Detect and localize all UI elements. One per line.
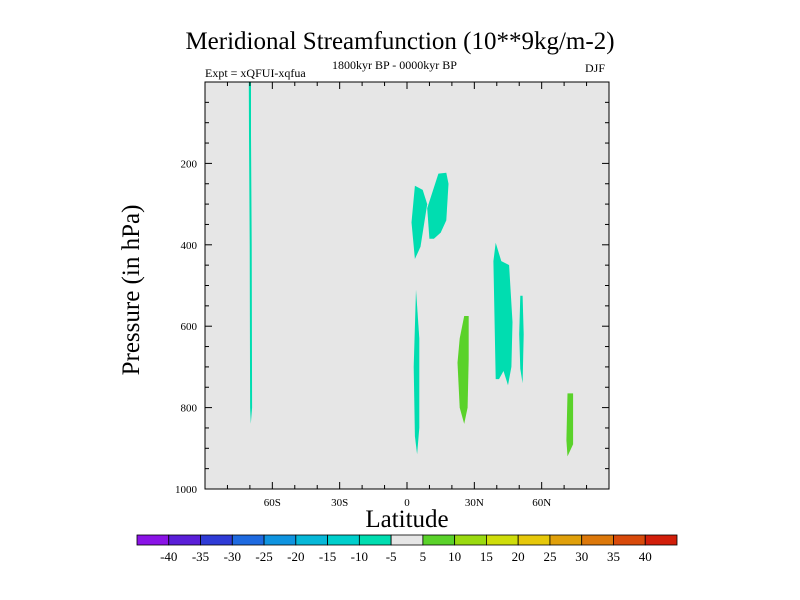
y-tick-label: 200 — [181, 158, 198, 170]
colorbar-swatch — [168, 534, 201, 546]
period-label: 1800kyr BP - 0000kyr BP — [332, 58, 457, 72]
y-tick-label: 1000 — [175, 484, 198, 496]
experiment-label: Expt = xQFUI-xqfua — [205, 66, 306, 80]
colorbar-swatch — [231, 534, 265, 546]
colorbar-label: 35 — [607, 549, 620, 564]
colorbar-label: -20 — [287, 549, 304, 564]
colorbar-swatch — [454, 534, 487, 546]
colorbar-swatch — [581, 534, 614, 546]
season-label: DJF — [585, 61, 606, 75]
x-axis-label: Latitude — [365, 506, 449, 533]
colorbar-label: -5 — [386, 549, 397, 564]
colorbar-label: 5 — [420, 549, 427, 564]
cyan-region-3 — [427, 172, 449, 239]
green-region-2 — [566, 393, 574, 457]
colorbar-label: -30 — [224, 549, 241, 564]
x-tick-label: 0 — [404, 497, 410, 509]
colorbar-swatch — [549, 534, 583, 546]
colorbar-label: 25 — [543, 549, 556, 564]
green-region-1 — [457, 316, 469, 424]
cyan-region-4 — [413, 289, 420, 455]
colorbar-label: 10 — [448, 549, 461, 564]
colorbar-label: -40 — [160, 549, 177, 564]
x-tick-label: 60S — [264, 497, 281, 509]
colorbar-label: -25 — [255, 549, 272, 564]
colorbar-swatch — [486, 534, 519, 546]
colorbar-label: -35 — [192, 549, 209, 564]
colorbar-swatch — [136, 534, 170, 546]
colorbar-swatch — [295, 534, 328, 546]
colorbar-label: -15 — [319, 549, 336, 564]
colorbar-label: 20 — [512, 549, 525, 564]
colorbar-swatch — [327, 534, 360, 546]
colorbar-swatch — [644, 534, 678, 546]
colorbar-swatch — [358, 534, 392, 546]
x-tick-label: 60N — [532, 497, 551, 509]
y-tick-label: 600 — [181, 321, 198, 333]
cyan-region-1 — [248, 82, 253, 424]
colorbar-swatch — [613, 534, 646, 546]
chart-title: Meridional Streamfunction (10**9kg/m-2) — [185, 28, 615, 55]
colorbar-label: 40 — [639, 549, 652, 564]
colorbar-swatch — [517, 534, 551, 546]
colorbar-swatch — [422, 534, 456, 546]
colorbar-swatch — [200, 534, 233, 546]
colorbar-swatch — [263, 534, 297, 546]
colorbar-swatch — [390, 534, 424, 546]
y-tick-label: 400 — [181, 240, 198, 252]
cyan-region-5 — [493, 242, 513, 386]
cyan-region-6 — [519, 295, 524, 384]
colorbar: -40 -35 -30 -25 -20 -15 -10 -5 5 10 15 20 25 30 35 40 — [136, 534, 678, 564]
x-tick-label: 30N — [465, 497, 484, 509]
plot-background — [205, 82, 609, 489]
colorbar-label: -10 — [351, 549, 368, 564]
y-tick-label: 800 — [181, 403, 198, 415]
colorbar-label: 30 — [575, 549, 588, 564]
x-tick-label: 30S — [331, 497, 348, 509]
cyan-region-2 — [411, 185, 428, 259]
colorbar-label: 15 — [480, 549, 493, 564]
contour-regions — [248, 82, 574, 457]
axes: 200 400 600 800 1000 60S 30S 0 30N 60N — [175, 82, 609, 509]
